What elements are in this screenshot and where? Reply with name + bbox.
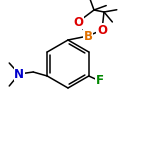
Text: O: O [73,16,83,29]
Text: F: F [96,74,104,88]
Text: O: O [97,24,107,36]
Text: N: N [14,67,24,81]
Text: B: B [83,29,93,43]
